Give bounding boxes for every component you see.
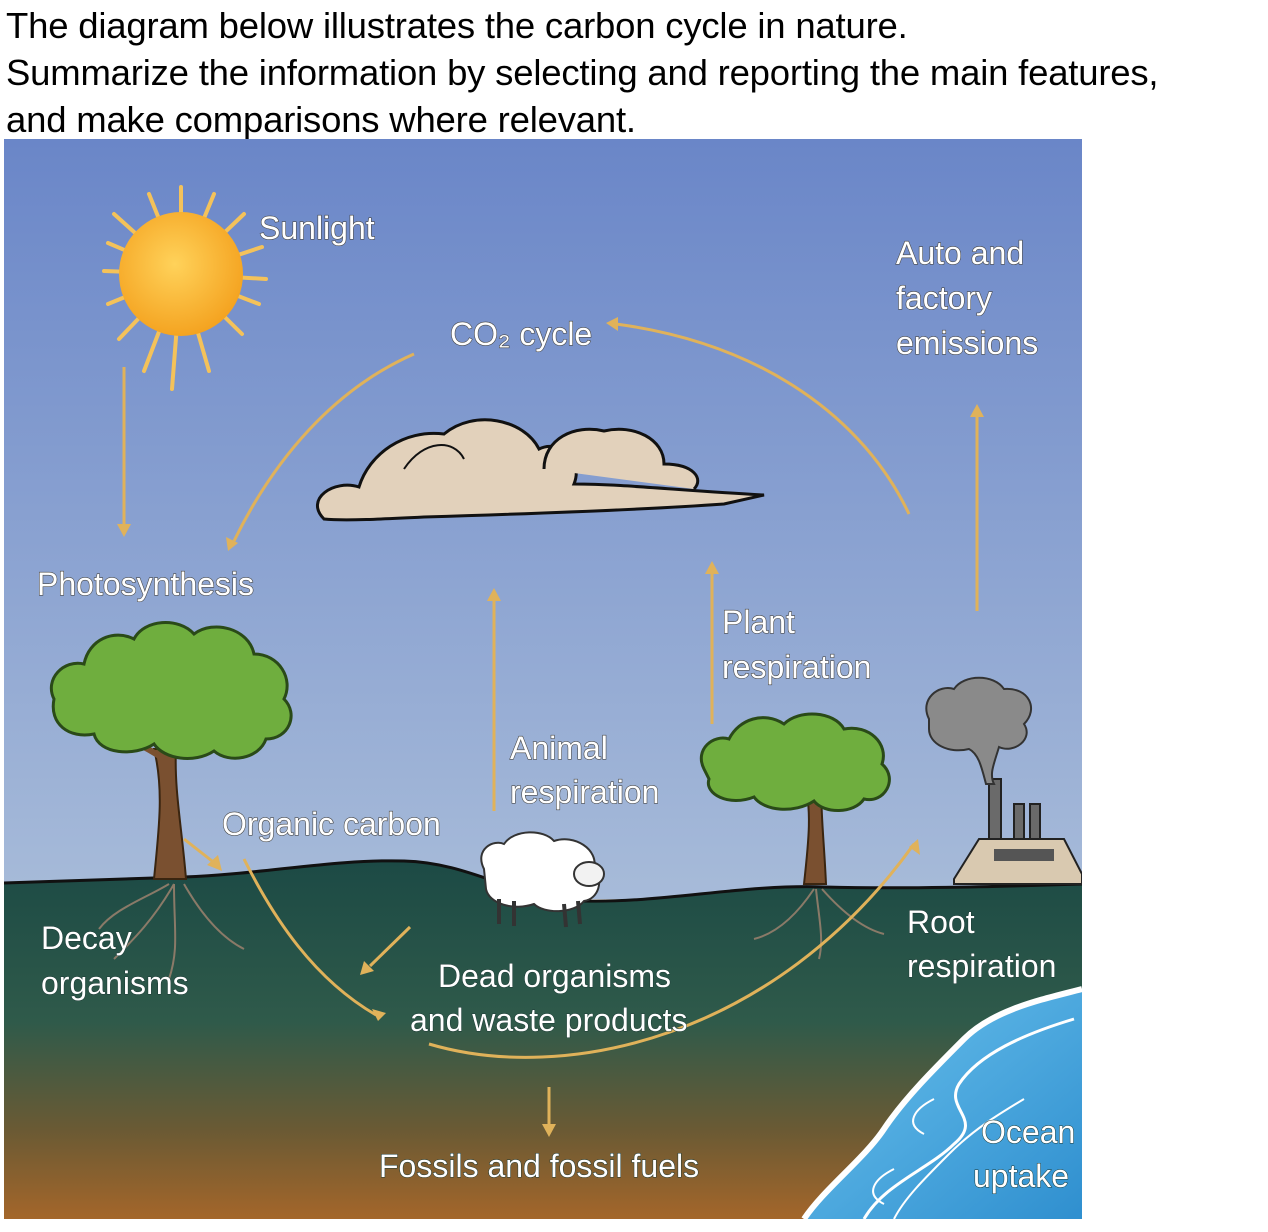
prompt-line-3: and make comparisons where relevant.: [6, 99, 636, 140]
label-plant-respiration-2: respiration: [722, 649, 871, 685]
label-fossils: Fossils and fossil fuels: [379, 1148, 699, 1184]
label-dead-organisms-1: Dead organisms: [438, 958, 671, 994]
label-root-respiration-1: Root: [907, 904, 975, 940]
waste-arrowhead: [360, 961, 374, 975]
root-respiration-head: [909, 839, 920, 855]
cloud-icon: [316, 418, 765, 522]
task-prompt: The diagram below illustrates the carbon…: [6, 2, 1268, 143]
animal-respiration-arrowhead: [487, 588, 501, 601]
tree-icon: [49, 621, 293, 980]
organic-carbon-arrowhead: [207, 855, 222, 871]
label-emissions-line-1: Auto and: [896, 235, 1024, 271]
co2-arc-left-head: [226, 537, 238, 551]
smoke-icon: [925, 676, 1033, 785]
label-decay-organisms-1: Decay: [41, 920, 132, 956]
label-ocean-uptake-1: Ocean: [981, 1114, 1075, 1150]
label-photosynthesis: Photosynthesis: [37, 566, 254, 602]
co2-arc-right-head: [606, 317, 618, 331]
label-emissions-line-3: emissions: [896, 325, 1038, 361]
plant-respiration-arrowhead: [705, 561, 719, 574]
label-emissions-line-2: factory: [896, 280, 992, 316]
label-dead-organisms-2: and waste products: [410, 1002, 688, 1038]
fossils-arrowhead: [542, 1124, 556, 1137]
ocean-icon: [801, 986, 1082, 1219]
label-organic-carbon: Organic carbon: [222, 806, 441, 842]
tree-icon: [700, 712, 891, 960]
root-respiration-curve: [428, 843, 916, 1059]
co2-arc-right: [615, 322, 911, 515]
label-animal-respiration-1: Animal: [510, 730, 608, 766]
label-decay-organisms-2: organisms: [41, 965, 189, 1001]
label-animal-respiration-2: respiration: [510, 774, 659, 810]
label-sunlight: Sunlight: [259, 210, 375, 246]
label-ocean-uptake-2: uptake: [973, 1158, 1069, 1194]
sheep-icon: [480, 831, 605, 928]
label-root-respiration-2: respiration: [907, 948, 1056, 984]
sunlight-arrowhead: [117, 524, 131, 537]
carbon-cycle-diagram: Sunlight CO₂ cycle Auto and factory emis…: [4, 139, 1082, 1219]
prompt-line-2: Summarize the information by selecting a…: [6, 52, 1159, 93]
decay-curve-head: [372, 1009, 386, 1021]
emissions-arrowhead: [970, 404, 984, 417]
factory-icon: [953, 778, 1082, 885]
prompt-line-1: The diagram below illustrates the carbon…: [6, 5, 908, 46]
sun-icon: [102, 185, 268, 391]
organic-carbon-arrow: [183, 837, 213, 863]
cycle-arrows: [117, 317, 984, 1137]
label-plant-respiration-1: Plant: [722, 604, 795, 640]
label-co2-cycle: CO₂ cycle: [450, 316, 592, 352]
waste-arrow: [368, 925, 412, 968]
decay-curve: [242, 858, 377, 1017]
co2-arc-left: [232, 352, 415, 542]
